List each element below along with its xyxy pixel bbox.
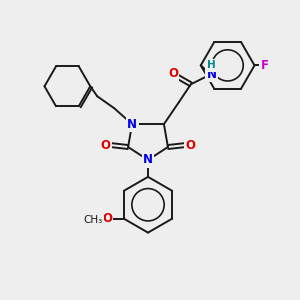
Text: H: H — [207, 60, 216, 70]
Text: N: N — [127, 118, 137, 130]
Text: F: F — [260, 59, 268, 72]
Text: CH₃: CH₃ — [83, 215, 103, 225]
Text: O: O — [100, 139, 110, 152]
Text: O: O — [168, 67, 178, 80]
Text: O: O — [102, 212, 112, 225]
Text: N: N — [207, 68, 217, 81]
Text: O: O — [186, 139, 196, 152]
Text: N: N — [143, 154, 153, 166]
